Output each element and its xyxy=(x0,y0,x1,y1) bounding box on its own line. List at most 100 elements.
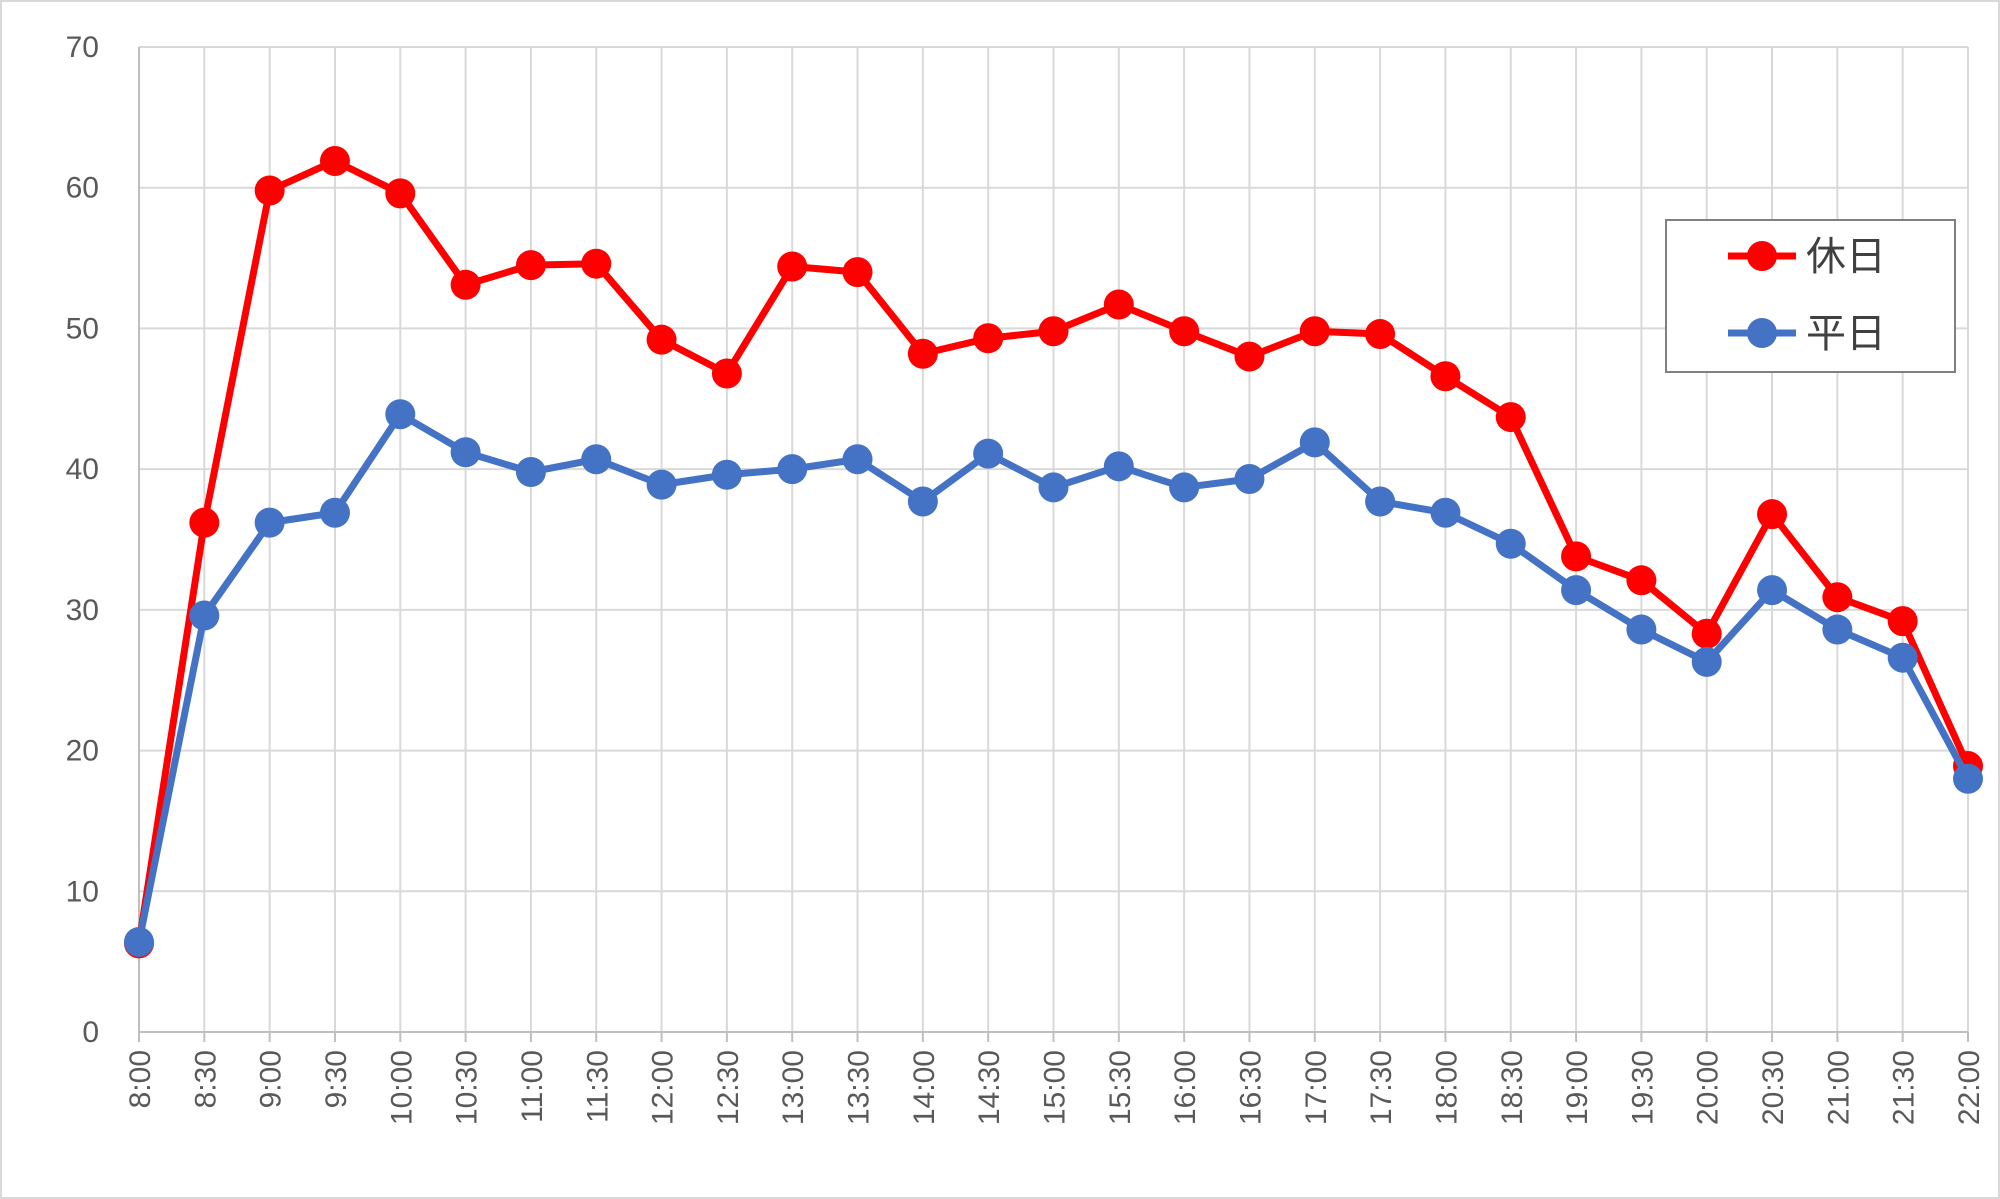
x-tick-label: 12:00 xyxy=(647,1050,680,1125)
data-point xyxy=(1495,402,1526,433)
y-tick-label: 20 xyxy=(66,735,99,768)
data-point xyxy=(581,444,612,475)
x-tick-label: 15:30 xyxy=(1104,1050,1137,1125)
data-point xyxy=(1169,472,1200,503)
y-tick-label: 40 xyxy=(66,453,99,486)
series-lines xyxy=(124,145,1983,959)
x-tick-label: 16:00 xyxy=(1169,1050,1202,1125)
data-point xyxy=(1561,575,1592,606)
data-point xyxy=(1757,575,1788,606)
x-tick-label: 19:30 xyxy=(1626,1050,1659,1125)
y-tick-label: 60 xyxy=(66,172,99,205)
legend-label: 平日 xyxy=(1806,311,1886,357)
data-point xyxy=(189,507,220,538)
data-point xyxy=(1626,565,1657,596)
x-tick-label: 10:30 xyxy=(451,1050,484,1125)
data-point xyxy=(842,257,873,288)
data-point xyxy=(777,251,808,282)
x-tick-label: 9:00 xyxy=(255,1050,288,1108)
legend-box xyxy=(1665,219,1956,373)
data-point xyxy=(1757,499,1788,530)
data-point xyxy=(1103,289,1134,320)
gridlines xyxy=(138,46,1969,1032)
x-tick-label: 13:30 xyxy=(843,1050,876,1125)
data-point xyxy=(1626,614,1657,645)
data-point xyxy=(254,175,285,206)
data-point xyxy=(711,358,742,389)
x-tick-label: 21:00 xyxy=(1822,1050,1855,1125)
data-point xyxy=(1234,341,1265,372)
x-tick-label: 11:30 xyxy=(581,1050,614,1123)
data-point xyxy=(973,323,1004,354)
legend-label: 休日 xyxy=(1806,234,1886,280)
x-tick-label: 17:00 xyxy=(1300,1050,1333,1125)
x-tick-label: 8:00 xyxy=(124,1050,157,1108)
data-point xyxy=(646,324,677,355)
data-point xyxy=(907,338,938,369)
data-point xyxy=(450,269,481,300)
data-point xyxy=(581,248,612,279)
data-point xyxy=(1299,427,1330,458)
x-tick-label: 8:30 xyxy=(189,1050,222,1108)
x-tick-label: 12:30 xyxy=(712,1050,745,1125)
data-point xyxy=(646,469,677,500)
x-tick-label: 20:30 xyxy=(1757,1050,1790,1125)
x-tick-label: 13:00 xyxy=(777,1050,810,1125)
x-tick-label: 21:30 xyxy=(1888,1050,1921,1125)
data-point xyxy=(1234,463,1265,494)
data-point xyxy=(842,444,873,475)
data-point xyxy=(1365,319,1396,350)
y-tick-label: 30 xyxy=(66,594,99,627)
axes: 0 10 20 30 40 50 60 70 8:00 8:30 9:00 9:30 10:00 10:3… xyxy=(66,31,1986,1125)
series-group xyxy=(124,145,1983,959)
y-tick-label: 10 xyxy=(66,875,99,908)
data-point xyxy=(1691,618,1722,649)
data-point xyxy=(1038,316,1069,347)
data-point xyxy=(189,600,220,631)
x-tick-label: 11:00 xyxy=(516,1050,549,1123)
data-point xyxy=(1430,497,1461,528)
y-tick-label: 0 xyxy=(82,1016,99,1049)
series-group xyxy=(124,399,1983,957)
data-point xyxy=(515,250,546,281)
x-tick-label: 14:00 xyxy=(908,1050,941,1125)
x-tick-label: 9:30 xyxy=(320,1050,353,1108)
data-point xyxy=(711,459,742,490)
data-point xyxy=(319,145,350,176)
legend-swatch-marker xyxy=(1747,318,1777,348)
data-point xyxy=(1365,486,1396,517)
y-tick-label: 70 xyxy=(66,31,99,64)
data-point xyxy=(385,399,416,430)
data-point xyxy=(1822,614,1853,645)
data-point xyxy=(907,486,938,517)
x-tick-label: 16:30 xyxy=(1234,1050,1267,1125)
x-tick-label: 17:30 xyxy=(1365,1050,1398,1125)
x-tick-label: 10:00 xyxy=(385,1050,418,1125)
data-point xyxy=(1169,316,1200,347)
data-point xyxy=(450,437,481,468)
x-tick-label: 19:00 xyxy=(1561,1050,1594,1125)
data-point xyxy=(1038,472,1069,503)
data-point xyxy=(1822,582,1853,613)
data-point xyxy=(1299,316,1330,347)
legend-swatch-marker xyxy=(1747,241,1777,271)
data-point xyxy=(1953,763,1983,794)
data-point xyxy=(1103,451,1134,482)
data-point xyxy=(1691,646,1722,677)
data-point xyxy=(973,438,1004,469)
data-point xyxy=(515,456,546,487)
x-tick-label: 14:30 xyxy=(973,1050,1006,1125)
data-point xyxy=(1887,642,1918,673)
data-point xyxy=(1887,606,1918,637)
x-tick-label: 22:00 xyxy=(1953,1050,1986,1125)
data-point xyxy=(385,178,416,209)
data-point xyxy=(1561,541,1592,572)
y-tick-label: 50 xyxy=(66,312,99,345)
data-point xyxy=(254,507,285,538)
data-point xyxy=(1430,361,1461,392)
data-point xyxy=(124,926,154,957)
x-tick-label: 18:30 xyxy=(1496,1050,1529,1125)
